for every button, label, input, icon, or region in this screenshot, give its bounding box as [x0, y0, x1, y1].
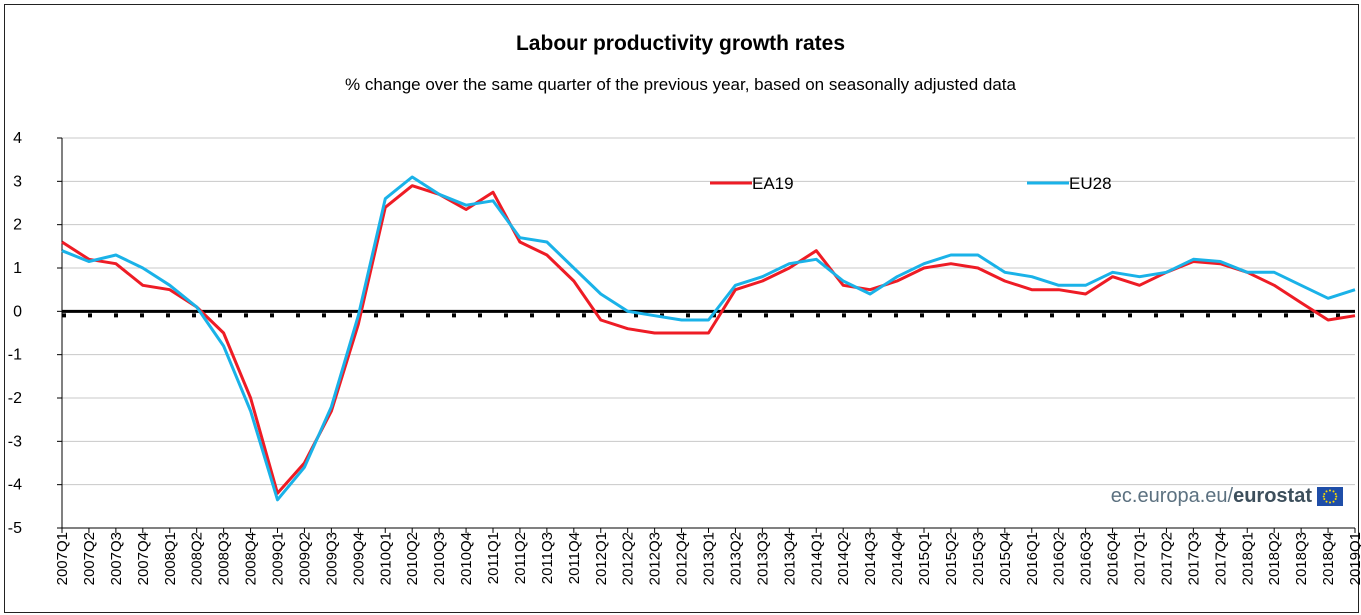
- y-tick-label: -5: [8, 520, 22, 537]
- x-tick-label: 2019Q1: [1347, 532, 1361, 585]
- x-tick-label: 2009Q1: [270, 532, 287, 585]
- zero-line: [62, 309, 1355, 318]
- watermark-brand: eurostat: [1233, 485, 1312, 507]
- legend-label-eu28: EU28: [1069, 174, 1112, 193]
- x-tick-label: 2013Q1: [701, 532, 718, 585]
- x-tick-label: 2008Q3: [216, 532, 233, 585]
- x-tick-label: 2015Q2: [943, 532, 960, 585]
- x-tick-label: 2010Q1: [377, 532, 394, 585]
- x-tick-label: 2014Q1: [808, 532, 825, 585]
- x-tick-label: 2012Q1: [593, 532, 610, 585]
- x-tick-label: 2018Q1: [1239, 532, 1256, 585]
- x-tick-label: 2008Q1: [162, 532, 179, 585]
- x-tick-label: 2008Q4: [243, 532, 260, 585]
- x-tick-label: 2007Q4: [135, 532, 152, 585]
- x-tick-label: 2014Q4: [889, 532, 906, 585]
- y-tick-label: 2: [13, 217, 22, 234]
- x-tick-label: 2008Q2: [189, 532, 206, 585]
- watermark-prefix: ec.europa.eu/: [1110, 485, 1234, 507]
- y-tick-label: 0: [13, 303, 22, 320]
- y-tick-label: -4: [8, 477, 22, 494]
- y-tick-label: -2: [8, 390, 22, 407]
- eu-flag-icon: [1317, 487, 1343, 506]
- eurostat-watermark: ec.europa.eu/eurostat: [1111, 485, 1343, 508]
- x-tick-label: 2011Q4: [566, 532, 583, 584]
- x-tick-label: 2012Q4: [674, 532, 691, 585]
- x-tick-label: 2016Q3: [1078, 532, 1095, 585]
- x-tick-label: 2018Q3: [1293, 532, 1310, 585]
- gridlines: [62, 137, 1355, 529]
- x-tick-label: 2017Q1: [1132, 532, 1149, 585]
- x-tick-label: 2013Q3: [754, 532, 771, 585]
- x-tick-label: 2018Q2: [1266, 532, 1283, 585]
- y-tick-label: 4: [13, 130, 22, 147]
- x-tick-label: 2017Q4: [1212, 532, 1229, 585]
- x-tick-label: 2010Q2: [404, 532, 421, 585]
- series-line-eu28: [61, 175, 1356, 502]
- x-tick-label: 2009Q4: [350, 532, 367, 585]
- x-tick-label: 2007Q3: [108, 532, 125, 585]
- x-tick-label: 2014Q2: [835, 532, 852, 585]
- x-tick-label: 2011Q3: [539, 532, 556, 584]
- chart-title: Labour productivity growth rates: [515, 32, 846, 55]
- x-tick-label: 2007Q2: [81, 532, 98, 585]
- x-tick-label: 2010Q3: [431, 532, 448, 585]
- x-tick-label: 2015Q3: [970, 532, 987, 585]
- x-tick-label: 2013Q4: [781, 532, 798, 585]
- x-tick-label: 2007Q1: [54, 532, 71, 585]
- legend: EA19 EU28: [710, 174, 1112, 193]
- x-axis: 2007Q1 2007Q2 2007Q3 2007Q4 2008Q1 2008Q2 2008…: [54, 527, 1361, 585]
- x-tick-label: 2012Q3: [647, 532, 664, 585]
- legend-label-ea19: EA19: [752, 174, 794, 193]
- y-axis: -5 -4 -3 -2 -1 0 1 2 3 4: [8, 130, 63, 537]
- y-tick-label: -3: [8, 433, 22, 450]
- series-line-ea19: [61, 184, 1356, 495]
- x-tick-label: 2017Q2: [1158, 532, 1175, 585]
- x-tick-label: 2016Q1: [1024, 532, 1041, 585]
- x-tick-label: 2010Q4: [458, 532, 475, 585]
- x-tick-label: 2011Q1: [485, 532, 502, 584]
- y-tick-label: 1: [13, 260, 22, 277]
- x-tick-label: 2017Q3: [1185, 532, 1202, 585]
- x-tick-label: 2015Q1: [916, 532, 933, 585]
- x-tick-label: 2009Q2: [296, 532, 313, 585]
- chart-subtitle: % change over the same quarter of the pr…: [345, 75, 1016, 94]
- chart-frame: [4, 4, 1359, 613]
- x-tick-label: 2014Q3: [862, 532, 879, 585]
- y-tick-label: 3: [13, 173, 22, 190]
- y-tick-label: -1: [8, 347, 22, 364]
- x-tick-label: 2016Q4: [1105, 532, 1122, 585]
- x-tick-label: 2011Q2: [512, 532, 529, 584]
- x-tick-label: 2009Q3: [323, 532, 340, 585]
- x-tick-label: 2012Q2: [620, 532, 637, 585]
- x-tick-label: 2016Q2: [1051, 532, 1068, 585]
- series-lines: [61, 175, 1356, 502]
- x-tick-label: 2018Q4: [1320, 532, 1337, 585]
- x-tick-label: 2013Q2: [727, 532, 744, 585]
- x-tick-label: 2015Q4: [997, 532, 1014, 585]
